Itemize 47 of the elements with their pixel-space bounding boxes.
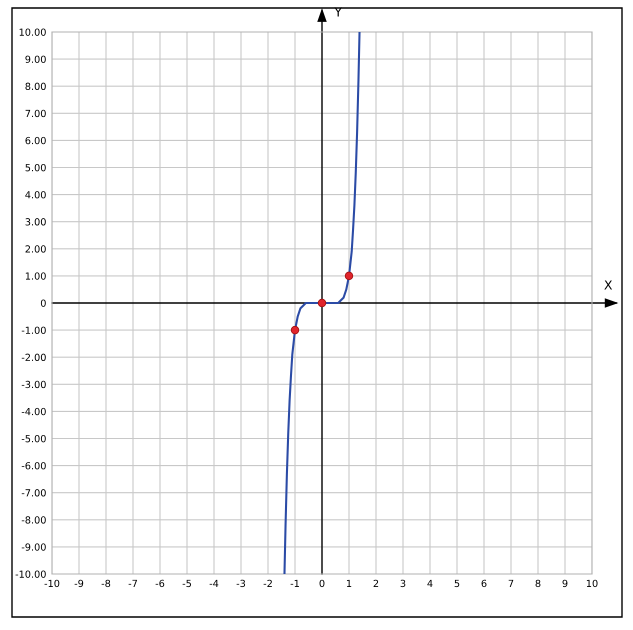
x-tick-label: -4 [210, 580, 218, 587]
x-tick-label: -6 [156, 580, 164, 588]
line-series [283, 32, 361, 574]
x-tick-label: 2 [374, 580, 378, 587]
y-tick-label: 6.00 [25, 136, 46, 144]
x-tick-label: 8 [536, 580, 540, 588]
y-tick-label: 8.00 [25, 82, 46, 90]
y-tick-label: -1.00 [22, 326, 46, 334]
y-tick-label: 10.00 [20, 28, 46, 36]
x-tick-label: 4 [427, 580, 433, 587]
point [318, 298, 326, 308]
y-tick-label: -5.00 [22, 434, 46, 442]
x-tick-label: -3 [236, 580, 246, 588]
x-tick-label: -2 [264, 580, 272, 587]
x-tick-label: 9 [562, 580, 568, 588]
x-tick-label: -7 [128, 580, 138, 587]
x-tick-label: -10 [44, 580, 60, 588]
point [290, 326, 300, 334]
x-tick-label: 7 [508, 580, 514, 587]
y-tick-label: -3.00 [22, 380, 46, 388]
y-tick-label: -10.00 [16, 570, 46, 578]
y-tick-label: -4.00 [22, 408, 46, 416]
x-tick-label: -8 [102, 580, 110, 588]
point [344, 272, 354, 280]
y-tick-label: 0 [40, 299, 46, 307]
y-tick-label: 2.00 [26, 245, 46, 253]
x-tick-label: -9 [74, 580, 84, 588]
x-tick-label: 10 [586, 580, 598, 588]
x-tick-label: 5 [454, 580, 460, 588]
y-tick-label: -6.00 [22, 462, 46, 470]
x-tick-label: 3 [400, 580, 406, 588]
y-tick-label: 7.00 [26, 110, 46, 118]
x-tick-label: -5 [182, 580, 191, 588]
y-tick-label: -9.00 [22, 543, 46, 551]
x-tick-label: 1 [346, 580, 352, 587]
x-axis-title: X [604, 280, 612, 290]
x-tick-label: 0 [320, 580, 324, 588]
x-tick-label: -1 [290, 580, 299, 587]
y-tick-label: 4.00 [25, 191, 46, 198]
y-tick-label: -8.00 [22, 516, 46, 524]
y-tick-label: 5.00 [26, 164, 46, 172]
y-tick-label: -2.00 [22, 354, 46, 362]
y-tick-label: -7.00 [22, 489, 46, 497]
y-tick-label: 1.00 [26, 272, 46, 280]
y-tick-label: 9.00 [25, 56, 46, 63]
x-tick-label: 6 [482, 580, 486, 588]
y-tick-label: 3.00 [26, 218, 46, 226]
